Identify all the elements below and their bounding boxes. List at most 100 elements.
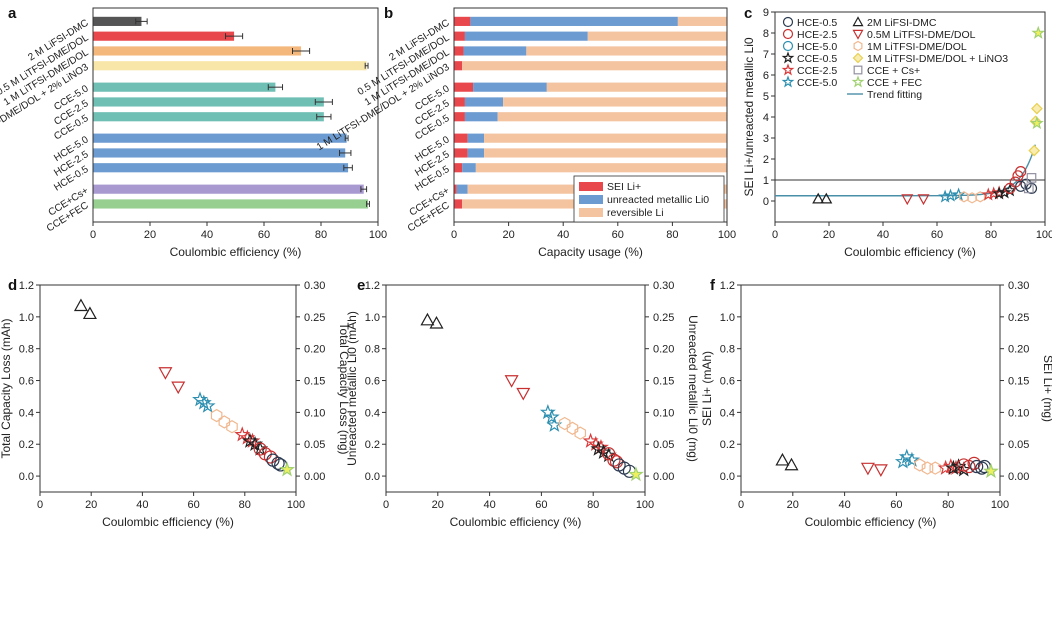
stacked-bar-segment: [454, 199, 463, 209]
bar: [93, 112, 324, 122]
x-tick-label: 80: [587, 499, 599, 511]
stacked-bar-segment: [454, 163, 463, 173]
x-tick-label: 100: [1036, 229, 1052, 241]
star-marker: [951, 187, 966, 201]
legend-swatch: [579, 208, 603, 217]
y-tick-label: 0.4: [720, 407, 735, 419]
stacked-bar-segment: [503, 97, 727, 107]
y-tick-label: 0.2: [720, 439, 735, 451]
circle-marker: [1015, 166, 1027, 178]
circle-marker: [782, 28, 794, 40]
bar: [93, 31, 235, 41]
circle-marker: [271, 456, 285, 470]
x-tick-label: 0: [738, 499, 744, 511]
circle-marker: [967, 456, 981, 470]
y-axis-label: Unreacted metallic Li0 (mAh): [345, 311, 359, 466]
x-tick-label: 60: [612, 229, 624, 241]
star-marker: [199, 397, 216, 413]
legend-label: SEI Li+: [607, 181, 641, 193]
bar: [93, 82, 276, 92]
stacked-bar-segment: [454, 184, 457, 194]
star-marker: [981, 187, 996, 201]
bar: [93, 133, 347, 143]
circle-marker: [782, 16, 794, 28]
y-tick-label: 0.8: [720, 344, 735, 356]
plot-frame: [385, 284, 646, 493]
circle-marker: [970, 459, 984, 474]
x-tick-label: 80: [239, 499, 251, 511]
x-tick-label: 80: [942, 499, 954, 511]
y-tick-label: 0.6: [19, 376, 34, 388]
triangle-down-marker: [852, 29, 864, 40]
y2-axis-label: Total Capacity Loss (mg): [337, 322, 351, 454]
y-tick-label: 0.6: [720, 376, 735, 388]
y-tick-label: 1.2: [720, 280, 735, 292]
panel-label-f: f: [710, 277, 716, 294]
triangle-down-marker: [516, 387, 531, 401]
x-tick-label: 80: [666, 229, 678, 241]
stacked-bar-segment: [464, 31, 588, 41]
y2-tick-label: 0.15: [1008, 376, 1029, 388]
legend-label: 0.5M LiTFSI-DME/DOL: [867, 29, 976, 41]
hexagon-marker: [913, 458, 926, 472]
triangle-marker: [775, 452, 790, 466]
triangle-marker: [82, 306, 97, 320]
star-marker: [279, 461, 296, 477]
bar: [93, 148, 346, 158]
x-axis-label: Coulombic efficiency (%): [170, 245, 302, 259]
bar: [93, 97, 324, 107]
y-axis-label: Total Capacity Loss (mAh): [0, 318, 13, 458]
stacked-bar-segment: [454, 61, 463, 71]
stacked-bar-segment: [677, 16, 727, 26]
star-marker: [1029, 116, 1044, 130]
plot-frame: [39, 284, 297, 493]
x-axis-label: Coulombic efficiency (%): [805, 515, 937, 529]
triangle-down-marker: [873, 464, 888, 477]
x-axis-label: Capacity usage (%): [538, 245, 643, 259]
legend-label: HCE-2.5: [797, 29, 837, 41]
circle-marker: [975, 461, 989, 475]
y2-tick-label: 0.10: [304, 407, 325, 419]
triangle-down-marker: [860, 462, 875, 476]
y-tick-label: 0.0: [365, 471, 380, 483]
y-axis-label: SEI Li+ (mAh): [700, 351, 714, 426]
x-tick-label: 20: [823, 229, 835, 241]
triangle-down-marker: [504, 375, 519, 388]
x-tick-label: 100: [991, 499, 1009, 511]
x-tick-label: 40: [483, 499, 495, 511]
y2-tick-label: 0.20: [653, 344, 674, 356]
y-tick-label: 0.4: [365, 407, 380, 419]
bar: [93, 16, 142, 26]
triangle-marker: [429, 315, 444, 329]
x-tick-label: 0: [451, 229, 457, 241]
x-tick-label: 80: [985, 229, 997, 241]
triangle-down-marker: [901, 194, 914, 206]
x-tick-label: 100: [369, 229, 387, 241]
x-tick-label: 0: [37, 499, 43, 511]
y-tick-label: 4: [763, 112, 769, 124]
hexagon-marker: [921, 461, 934, 475]
stacked-bar-segment: [467, 148, 485, 158]
y-tick-label: 2: [763, 154, 769, 166]
stacked-bar-segment: [456, 184, 468, 194]
panel-label-e: e: [357, 277, 365, 294]
stacked-bar-segment: [497, 112, 727, 122]
stacked-bar-segment: [464, 97, 504, 107]
stacked-bar-segment: [454, 31, 465, 41]
y-tick-label: 9: [763, 7, 769, 19]
x-tick-label: 40: [201, 229, 213, 241]
y2-tick-label: 0.30: [1008, 280, 1029, 292]
panel-c: c 0 20 40 60 80 100 0 1 2 3 4 5 6 7 8 9 Coulombic effici…: [742, 5, 1052, 259]
circle-marker: [782, 40, 794, 52]
legend-label: reversible Li: [607, 207, 664, 219]
bar: [93, 199, 369, 209]
hexagon-marker: [226, 420, 238, 434]
x-tick-label: 20: [432, 499, 444, 511]
stacked-bar-segment: [462, 61, 727, 71]
bar: [93, 163, 349, 173]
triangle-marker: [420, 312, 435, 326]
star-marker: [1031, 25, 1046, 39]
x-tick-label: 40: [557, 229, 569, 241]
stacked-bar-segment: [454, 97, 465, 107]
panel-e: e 0 20 40 60 80 100 0.0 0.2 0.4 0.6 0.8 1.0 1.2 Coulo…: [345, 277, 700, 529]
